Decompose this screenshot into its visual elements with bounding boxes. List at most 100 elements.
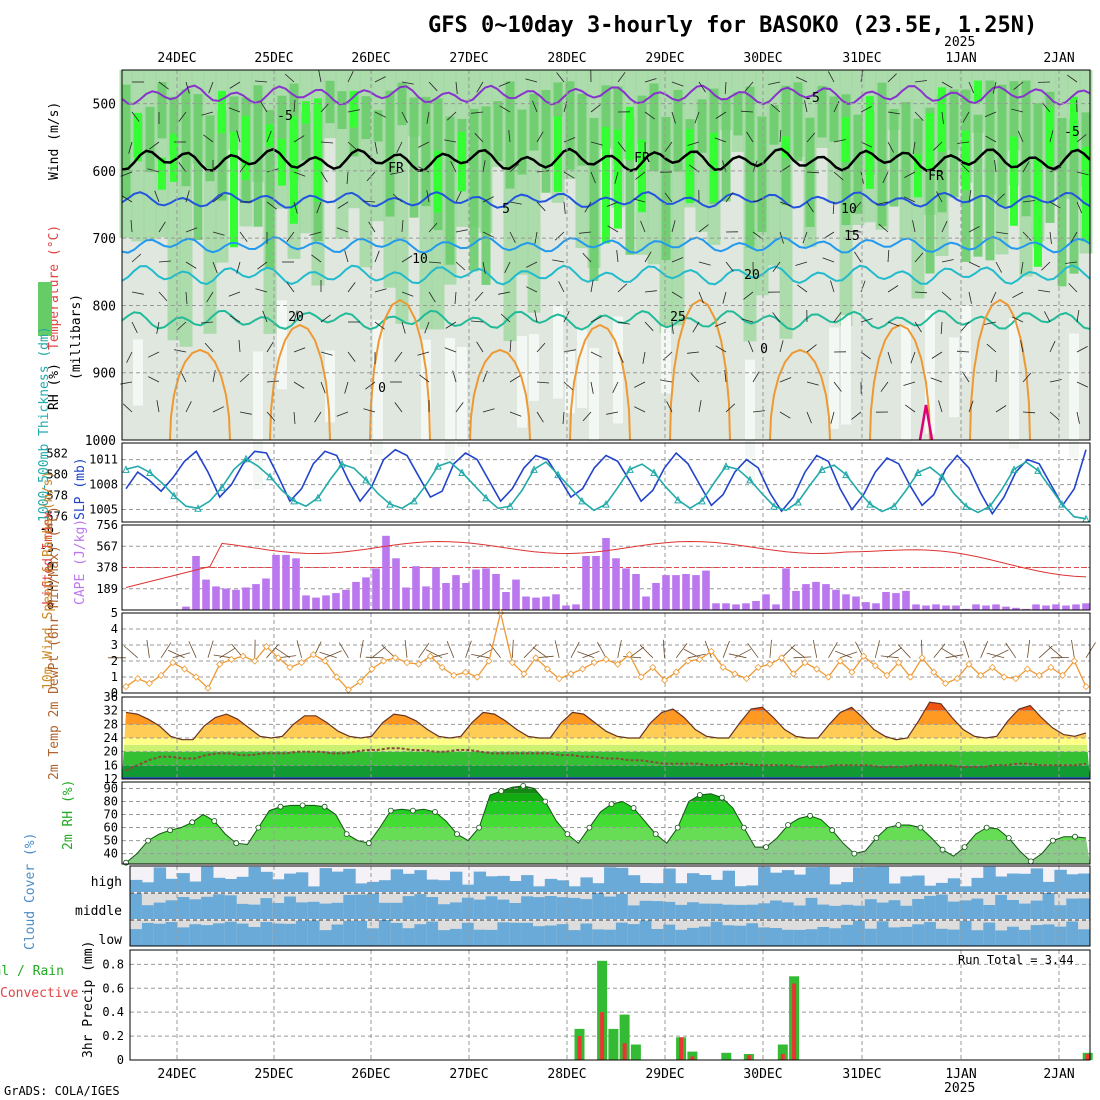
- cloud-cell-2-13: [284, 923, 297, 946]
- cloud-cell-1-63: [876, 902, 890, 919]
- wind-barb-30-6: [941, 259, 954, 263]
- wind-point-2: [145, 679, 153, 687]
- contour-label-7: 10: [841, 202, 857, 217]
- wind-barb-31-10: [962, 371, 970, 383]
- cloud-cell-1-70: [959, 900, 972, 919]
- cloud-cell-2-73: [995, 930, 1008, 946]
- cloud-cell-0-24: [414, 870, 427, 892]
- cloud-cell-1-45: [663, 901, 676, 919]
- wind-barb-34-1: [1042, 102, 1051, 113]
- wind-barb-31-0: [968, 81, 975, 94]
- wind-barb-12-9: [444, 347, 457, 353]
- wind-barb-30-11: [938, 400, 943, 413]
- cape-bar-9: [212, 586, 220, 610]
- rh-column-mid-21: [373, 110, 383, 142]
- wind-point-25: [415, 660, 423, 668]
- rh-column-mid-73: [997, 84, 1007, 207]
- wind-barb-17-7: [590, 280, 594, 293]
- wind-speed-line: [125, 612, 1087, 691]
- wind-barb-19-9: [642, 351, 646, 364]
- wind-barb-35-8: [1076, 310, 1080, 323]
- sfc-barb-23: [381, 645, 396, 659]
- upper-y-tick-2: 700: [93, 232, 116, 247]
- wind-barb-10-0: [401, 81, 414, 85]
- rh-legend-box: [38, 282, 52, 336]
- wind-barb-25-5: [802, 231, 808, 244]
- cloud-cell-2-24: [414, 924, 427, 946]
- cloud-cell-1-29: [473, 899, 487, 919]
- wind-barb-25-11: [806, 411, 812, 424]
- wind-barb-12-6: [455, 261, 466, 271]
- wind-barb-23-8: [741, 318, 754, 323]
- cloud-cell-0-39: [592, 883, 605, 892]
- cloud-cell-1-59: [829, 905, 842, 919]
- thickness-marker-74: [1010, 465, 1018, 473]
- cape-bar-70: [822, 584, 830, 610]
- wind-barb-13-2: [474, 132, 484, 143]
- cloud-cell-0-0: [130, 879, 143, 892]
- thickness-marker-12: [266, 472, 274, 481]
- wind-barb-14-5: [509, 231, 516, 243]
- cloud-cell-2-40: [604, 929, 617, 946]
- cloud-cell-0-35: [544, 878, 558, 892]
- thickness-marker-64: [890, 502, 898, 510]
- rh-point-34: [498, 788, 505, 794]
- wind-point-12: [262, 643, 271, 651]
- precip-total-bar-9: [777, 1044, 788, 1060]
- wind-barb-15-0: [525, 78, 538, 83]
- wind-barb-5-8: [262, 310, 268, 323]
- sfc-barb-41: [596, 641, 607, 658]
- cloud-cell-0-50: [722, 870, 735, 892]
- contour-30: [918, 404, 934, 441]
- wind-barb-31-2: [957, 141, 970, 144]
- wind-frame: [121, 612, 1091, 694]
- rh-point-78: [983, 824, 990, 831]
- cape-bar-71: [832, 589, 840, 610]
- wind-point-30: [473, 673, 481, 681]
- wind-barb-20-11: [666, 401, 673, 413]
- cape-tick-2: 378: [96, 561, 118, 575]
- rh-frame: [121, 781, 1091, 865]
- sfc-barb-69: [933, 643, 946, 659]
- rh-dry-69: [949, 337, 959, 418]
- wind-barb-24-8: [772, 312, 781, 323]
- cloud-cell-2-61: [853, 920, 866, 946]
- wind-barb-23-3: [752, 160, 758, 173]
- li-tick-3: 3: [47, 579, 54, 593]
- wind-barb-8-6: [344, 250, 349, 263]
- wind-barb-8-4: [337, 201, 349, 209]
- rh-point-68: [873, 835, 880, 841]
- rh-column-high-36: [554, 116, 562, 192]
- cloud-cell-1-2: [153, 902, 167, 919]
- cloud-cell-0-14: [295, 872, 309, 892]
- wind-barb-16-4: [563, 201, 566, 214]
- rh-column-mid-20: [361, 96, 371, 140]
- cape-bar-86: [982, 605, 990, 610]
- cloud-cell-0-77: [1042, 881, 1055, 892]
- wind-barb-14-10: [509, 375, 521, 383]
- bottom-x-tick-0: 24DEC: [157, 1067, 196, 1082]
- wind-barb-4-11: [239, 411, 252, 415]
- thickness-tick-2: 578: [46, 489, 68, 503]
- precip-total-bar-7: [721, 1052, 732, 1060]
- cloud-cell-0-12: [272, 879, 285, 892]
- wind-barb-5-1: [260, 101, 268, 113]
- cape-bar-75: [872, 603, 880, 610]
- cape-bar-7: [192, 556, 200, 610]
- cloud-cell-0-74: [1007, 873, 1020, 892]
- wind-barb-9-4: [362, 200, 376, 203]
- thickness-marker-52: [746, 475, 754, 484]
- wind-barb-15-7: [526, 286, 538, 293]
- cloud-cell-0-3: [165, 878, 178, 892]
- wind-barb-30-8: [940, 321, 943, 335]
- cloud-cell-0-25: [426, 879, 439, 892]
- rh-column-mid-25: [421, 96, 431, 207]
- wind-point-18: [333, 673, 341, 681]
- rh-column-mid-44: [649, 83, 659, 172]
- sfc-barb-40: [577, 651, 595, 659]
- cloud-cell-2-38: [580, 923, 593, 946]
- wind-barb-3-5: [212, 231, 225, 236]
- wind-barb-3-4: [212, 194, 223, 203]
- slp-tick-1: 1008: [89, 478, 118, 492]
- wind-barb-30-4: [936, 191, 943, 203]
